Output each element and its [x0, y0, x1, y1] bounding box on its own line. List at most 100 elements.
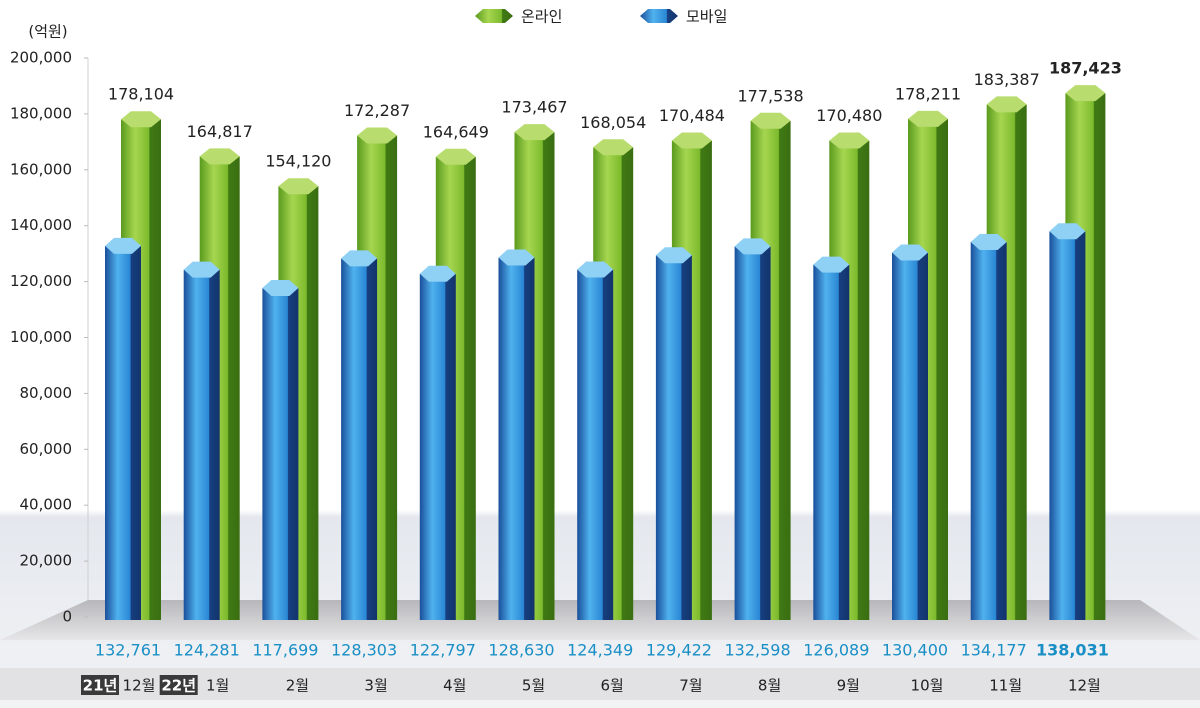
value-label: 126,089: [803, 641, 869, 660]
bar-top: [986, 96, 1027, 113]
bar-top: [199, 148, 240, 165]
bar: [341, 258, 378, 620]
bar: [105, 245, 141, 621]
y-tick-label: 140,000: [10, 216, 72, 234]
value-label: 138,031: [1036, 641, 1109, 660]
value-label: 154,120: [265, 152, 331, 171]
value-label: 134,177: [961, 641, 1027, 660]
bar: [813, 264, 850, 620]
legend-swatch: [640, 9, 678, 23]
year-badge: [81, 675, 119, 695]
bar-top: [593, 139, 634, 156]
bar-top: [892, 244, 928, 261]
value-label: 117,699: [252, 641, 318, 660]
year-marker: 21년: [83, 677, 118, 695]
x-tick-label: 9월: [837, 677, 860, 695]
legend-label: 온라인: [521, 8, 562, 26]
y-axis-label: (억원): [28, 23, 67, 41]
value-label: 122,797: [410, 641, 476, 660]
bar-top: [908, 110, 948, 127]
bar-top: [1065, 85, 1106, 102]
value-label: 164,817: [187, 122, 253, 141]
value-label: 170,480: [816, 106, 882, 125]
y-tick-label: 40,000: [20, 496, 73, 514]
bar-top: [105, 237, 141, 254]
bar-top: [734, 238, 771, 255]
bar: [419, 273, 456, 620]
bar: [577, 269, 614, 620]
value-label: 168,054: [580, 113, 646, 132]
value-label: 124,281: [174, 641, 240, 660]
value-label: 172,287: [344, 101, 410, 120]
value-label: 132,598: [725, 641, 791, 660]
x-tick-label: 1월: [206, 677, 229, 695]
bar-top: [262, 280, 299, 297]
value-label: 178,104: [108, 85, 174, 104]
value-label: 164,649: [423, 122, 489, 141]
legend-label: 모바일: [686, 8, 727, 26]
bar: [734, 246, 771, 620]
value-label: 124,349: [567, 641, 633, 660]
x-tick-label: 6월: [601, 677, 624, 695]
bar: [970, 241, 1007, 620]
x-tick-label: 5월: [522, 677, 545, 695]
x-tick-label: 12월: [1068, 677, 1101, 695]
bar-top: [121, 111, 161, 128]
value-label: 170,484: [659, 106, 725, 125]
year-badge: [159, 675, 198, 695]
bar-top: [750, 112, 791, 129]
bar-top: [419, 265, 456, 282]
bar-top: [341, 250, 378, 267]
y-tick-label: 0: [62, 608, 72, 626]
value-label: 129,422: [646, 641, 712, 660]
legend: 온라인 모바일: [475, 8, 727, 26]
x-tick-label: 3월: [364, 677, 387, 695]
y-tick-label: 200,000: [10, 49, 72, 67]
bar-top: [655, 247, 692, 264]
year-marker: 22년: [161, 677, 196, 695]
legend-swatch: [475, 9, 513, 23]
value-label: 130,400: [882, 641, 948, 660]
x-tick-label: 8월: [758, 677, 781, 695]
value-label: 132,761: [95, 641, 161, 660]
bar-top: [813, 256, 850, 273]
value-label: 177,538: [738, 86, 804, 105]
value-label: 128,303: [331, 641, 397, 660]
bar-top: [514, 124, 555, 141]
value-label: 128,630: [488, 641, 554, 660]
bar-top: [435, 148, 476, 165]
x-tick-label: 10월: [911, 677, 944, 695]
bar-top: [357, 127, 398, 144]
category-band: [0, 668, 1200, 700]
bar-top: [498, 249, 535, 266]
y-tick-label: 100,000: [10, 328, 72, 346]
bar-top: [278, 178, 319, 195]
y-tick-label: 160,000: [10, 160, 72, 178]
y-tick-label: 60,000: [20, 440, 73, 458]
x-tick-label: 12월: [123, 677, 156, 695]
bar-top: [577, 261, 614, 278]
bar: [498, 257, 535, 620]
value-label: 183,387: [974, 70, 1040, 89]
x-tick-label: 4월: [443, 677, 466, 695]
bar: [1049, 231, 1086, 620]
bar-top: [1049, 223, 1086, 240]
value-label: 178,211: [895, 84, 961, 103]
y-tick-label: 20,000: [20, 552, 73, 570]
bar: [262, 288, 299, 620]
bar-top: [671, 132, 712, 149]
x-tick-label: 11월: [989, 677, 1022, 695]
value-label: 173,467: [501, 98, 567, 117]
bar: [183, 269, 220, 620]
x-tick-label: 7월: [679, 677, 702, 695]
y-tick-label: 120,000: [10, 272, 72, 290]
bar-top: [183, 261, 220, 278]
y-tick-label: 80,000: [20, 384, 73, 402]
bar-top: [829, 132, 870, 149]
value-label: 187,423: [1049, 59, 1122, 78]
bar-top: [970, 233, 1007, 250]
x-tick-label: 2월: [286, 677, 309, 695]
y-tick-label: 180,000: [10, 104, 72, 122]
bar: [892, 252, 928, 621]
